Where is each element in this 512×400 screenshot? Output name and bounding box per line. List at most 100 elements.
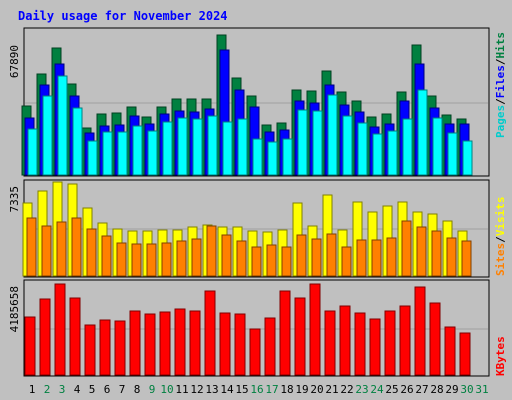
pages-bar xyxy=(117,131,128,176)
kbytes-bar xyxy=(189,310,201,376)
day-label: 5 xyxy=(89,383,96,396)
day-label: 30 xyxy=(460,383,473,396)
legend-hits: Hits xyxy=(494,32,507,59)
day-label: 14 xyxy=(220,383,234,396)
sites-bar xyxy=(26,217,37,277)
legend-separator: / xyxy=(494,58,507,65)
pages-bar xyxy=(207,115,218,176)
pages-bar xyxy=(177,117,188,176)
pages-bar xyxy=(72,107,83,176)
day-label: 23 xyxy=(355,383,368,396)
sites-bar xyxy=(191,238,202,277)
pages-bar xyxy=(132,125,143,176)
sites-bar xyxy=(266,244,277,277)
pages-bar xyxy=(222,121,233,176)
sites-bar xyxy=(206,225,217,277)
kbytes-bar xyxy=(384,310,396,376)
legend-visits: Visits xyxy=(494,197,507,237)
pages-bar xyxy=(462,140,473,176)
pages-bar xyxy=(342,115,353,176)
kbytes-bar xyxy=(114,320,126,376)
sites-bar xyxy=(386,237,397,277)
day-label: 9 xyxy=(149,383,156,396)
sites-bar xyxy=(221,234,232,277)
kbytes-bar xyxy=(159,311,171,376)
kbytes-bar xyxy=(219,312,231,376)
pages-bar xyxy=(417,89,428,176)
kbytes-bar xyxy=(369,318,381,376)
pages-bar xyxy=(267,141,278,176)
sites-bar xyxy=(236,240,247,277)
kbytes-bar xyxy=(24,316,36,376)
day-label: 10 xyxy=(160,383,173,396)
pages-bar xyxy=(162,121,173,176)
sites-bar xyxy=(131,243,142,277)
day-label: 8 xyxy=(134,383,141,396)
kbytes-bar xyxy=(54,283,66,376)
legend-kbytes: KBytes xyxy=(494,336,507,376)
pages-bar xyxy=(192,118,203,176)
kbytes-bar xyxy=(444,326,456,376)
sites-bar xyxy=(251,246,262,277)
kbytes-bar xyxy=(99,319,111,376)
day-label: 7 xyxy=(119,383,126,396)
legend-files: Files xyxy=(494,65,507,98)
sites-bar xyxy=(326,233,337,277)
pages-bar xyxy=(57,75,68,176)
ymax-label-bot: 4185658 xyxy=(8,286,21,332)
legend-bot: KBytes xyxy=(494,336,507,376)
sites-bar xyxy=(461,240,472,277)
legend-sites: Sites xyxy=(494,243,507,276)
kbytes-bar xyxy=(414,286,426,376)
day-label: 29 xyxy=(445,383,458,396)
sites-bar xyxy=(71,217,82,277)
sites-bar xyxy=(116,242,127,277)
kbytes-bar xyxy=(309,283,321,376)
sites-bar xyxy=(101,235,112,277)
legend-separator: / xyxy=(494,98,507,105)
day-labels: 1 2 3 4 5 6 7 8 9 10 11 12 13 14 15 16 17 18 19 20 21 22 23 24 2… xyxy=(29,383,489,396)
legend-top: Pages/Files/Hits xyxy=(494,32,507,138)
kbytes-bar xyxy=(174,308,186,376)
sites-bar xyxy=(341,246,352,277)
pages-bar xyxy=(447,132,458,176)
kbytes-panel: 4185658 xyxy=(8,279,490,377)
chart-title: Daily usage for November 2024 xyxy=(18,9,228,23)
day-label: 19 xyxy=(295,383,308,396)
day-label: 28 xyxy=(430,383,443,396)
kbytes-bar xyxy=(279,290,291,376)
day-label: 17 xyxy=(265,383,278,396)
day-label: 16 xyxy=(250,383,263,396)
sites-bar xyxy=(431,230,442,277)
sites-bar xyxy=(356,239,367,277)
pages-bar xyxy=(357,122,368,176)
pages-bar xyxy=(147,130,158,176)
ymax-label-mid: 7335 xyxy=(8,186,21,213)
pages-bar xyxy=(282,138,293,176)
day-label: 2 xyxy=(44,383,51,396)
day-label: 20 xyxy=(310,383,323,396)
sites-bar xyxy=(176,240,187,277)
day-label: 13 xyxy=(205,383,218,396)
pages-bar xyxy=(327,94,338,176)
day-label: 11 xyxy=(175,383,188,396)
pages-bar xyxy=(237,118,248,176)
sites-bar xyxy=(416,226,427,277)
day-label: 12 xyxy=(190,383,203,396)
sites-bar xyxy=(311,238,322,277)
kbytes-bar xyxy=(339,305,351,376)
kbytes-bar xyxy=(144,313,156,376)
sites-bar xyxy=(296,234,307,277)
pages-bar xyxy=(102,131,113,176)
kbytes-bar xyxy=(459,332,471,376)
legend-text: Sites/Visits xyxy=(494,197,507,277)
kbytes-bar xyxy=(39,298,51,376)
day-label: 21 xyxy=(325,383,338,396)
sites-bar xyxy=(41,225,52,277)
sites-bar xyxy=(401,220,412,277)
kbytes-bar xyxy=(324,310,336,376)
legend-text: Pages/Files/Hits xyxy=(494,32,507,138)
sites-bar xyxy=(161,242,172,277)
pages-bar xyxy=(372,133,383,176)
